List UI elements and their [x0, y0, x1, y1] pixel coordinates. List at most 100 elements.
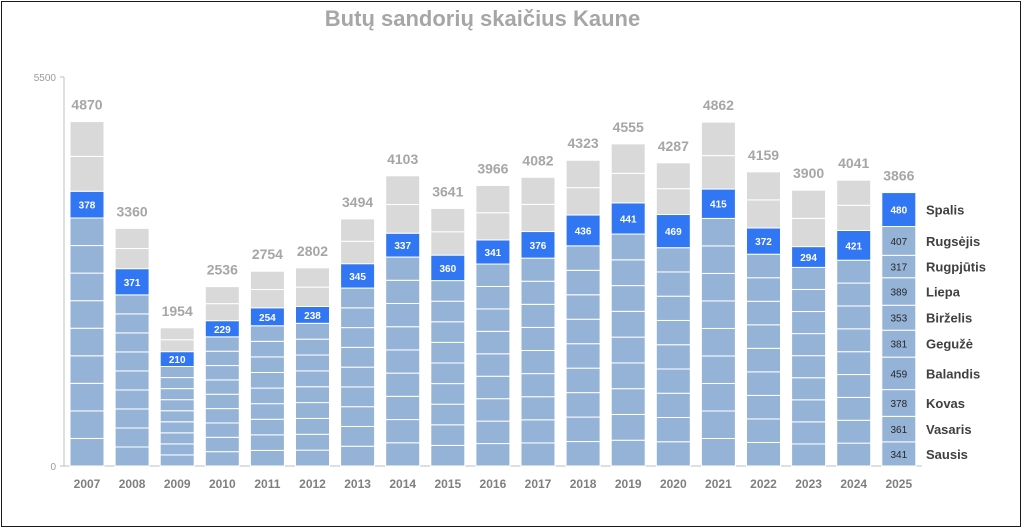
- bar-segment-2025: [881, 304, 917, 331]
- bar-segment-2017: [520, 257, 556, 282]
- highlight-month-value-2014: 337: [394, 241, 411, 252]
- bar-segment-2012: [295, 433, 330, 451]
- highlight-month-value-2020: 469: [665, 227, 682, 238]
- month-name-Gegužė: Gegužė: [926, 337, 973, 352]
- highlight-month-value-2017: 376: [530, 241, 547, 252]
- bar-segment-2022: [746, 199, 781, 229]
- x-tick-label: 2017: [525, 477, 552, 491]
- bar-segment-2016: [475, 308, 511, 332]
- bar-segment-2021: [700, 410, 736, 439]
- highlight-month-value-2023: 294: [800, 253, 817, 264]
- bar-segment-2013: [340, 445, 376, 467]
- bar-total-2010: 2536: [207, 262, 238, 278]
- bar-segment-2013: [340, 287, 376, 309]
- bar-total-2012: 2802: [297, 243, 328, 259]
- bar-segment-2013: [340, 240, 376, 265]
- bar-segment-2014: [385, 395, 421, 421]
- bar-segment-2010: [204, 379, 240, 395]
- bar-segment-2024: [836, 419, 872, 444]
- bar-segment-2016: [475, 285, 511, 310]
- bar-segment-2020: [655, 271, 691, 297]
- bar-segment-2012: [295, 417, 330, 435]
- bar-segment-2011: [249, 403, 285, 420]
- bar-segment-2021: [700, 300, 736, 329]
- month-value-Gegužė: 381: [890, 340, 907, 351]
- bar-segment-2017: [520, 442, 556, 467]
- bar-segment-2019: [610, 233, 646, 261]
- bar-segment-2009: [159, 388, 195, 401]
- bar-segment-2016: [475, 398, 511, 422]
- bar-segment-2023: [791, 377, 827, 401]
- bar-segment-2008: [114, 408, 150, 429]
- bar-segment-2010: [204, 422, 240, 438]
- x-tick-label: 2018: [570, 477, 597, 491]
- bar-segment-2016: [475, 212, 511, 241]
- bar-segment-2022: [746, 277, 781, 302]
- bar-segment-2011: [249, 449, 285, 467]
- bar-segment-2012: [295, 322, 330, 340]
- bar-segment-2011: [249, 418, 285, 436]
- bar-segment-2016: [475, 375, 511, 400]
- bar-segment-2009: [159, 377, 195, 390]
- bar-total-2024: 4041: [838, 155, 869, 171]
- bar-segment-2014: [385, 442, 421, 467]
- bar-segment-2015: [430, 254, 466, 282]
- bar-segment-2014: [385, 204, 421, 234]
- bar-total-2015: 3641: [432, 183, 463, 199]
- highlight-month-value-2007: 378: [79, 201, 96, 212]
- bar-total-2023: 3900: [793, 165, 824, 181]
- bar-segment-2010: [204, 303, 240, 322]
- bar-segment-2008: [114, 294, 150, 315]
- bar-segment-2022: [746, 371, 781, 396]
- bar-segment-2019: [610, 336, 646, 364]
- bar-segment-2024: [836, 396, 872, 421]
- y-tick-label: 5500: [34, 73, 57, 84]
- bar-segment-2024: [836, 351, 872, 376]
- month-value-Vasaris: 361: [890, 425, 907, 436]
- bar-segment-2014: [385, 302, 421, 328]
- bar-segment-2025: [881, 415, 917, 443]
- bar-segment-2022: [746, 253, 781, 279]
- bar-segment-2007: [69, 327, 105, 357]
- bar-total-2013: 3494: [342, 194, 373, 210]
- month-value-Rugsėjis: 407: [890, 237, 907, 248]
- bar-segment-2009: [159, 399, 195, 412]
- bar-total-2021: 4862: [703, 97, 734, 113]
- bar-segment-2020: [655, 441, 691, 467]
- bar-segment-2024: [836, 229, 872, 261]
- bar-segment-2015: [430, 383, 466, 405]
- bar-segment-2023: [791, 311, 827, 335]
- bar-segment-2015: [430, 424, 466, 446]
- x-tick-label: 2015: [434, 477, 461, 491]
- x-tick-label: 2021: [705, 477, 732, 491]
- bar-segment-2022: [746, 441, 781, 467]
- bar-segment-2019: [610, 285, 646, 312]
- bar-segment-2022: [746, 394, 781, 420]
- bar-total-2025: 3866: [883, 168, 914, 184]
- chart-title: Butų sandorių skaičius Kaune: [324, 6, 641, 31]
- bar-segment-2018: [565, 343, 601, 369]
- bar-segment-2013: [340, 406, 376, 427]
- bar-segment-2015: [430, 300, 466, 323]
- bar-segment-2013: [340, 307, 376, 329]
- bar-segment-2021: [700, 245, 736, 274]
- bar-segment-2011: [249, 434, 285, 451]
- bar-segment-2022: [746, 347, 781, 373]
- bar-segment-2013: [340, 346, 376, 368]
- bar-total-2016: 3966: [477, 160, 508, 176]
- month-value-Balandis: 459: [890, 369, 907, 380]
- bar-segment-2023: [791, 288, 827, 313]
- x-tick-label: 2024: [840, 477, 867, 491]
- month-name-Sausis: Sausis: [926, 447, 968, 462]
- bar-segment-2023: [791, 443, 827, 467]
- bar-segment-2022: [746, 171, 781, 201]
- bar-segment-2015: [430, 321, 466, 343]
- month-name-Vasaris: Vasaris: [926, 422, 972, 437]
- x-tick-label: 2009: [164, 477, 191, 491]
- bar-segment-2024: [836, 204, 872, 231]
- bar-segment-2016: [475, 184, 511, 214]
- bar-segment-2008: [114, 248, 150, 270]
- x-tick-label: 2010: [209, 477, 236, 491]
- x-tick-label: 2012: [299, 477, 326, 491]
- x-tick-label: 2019: [615, 477, 642, 491]
